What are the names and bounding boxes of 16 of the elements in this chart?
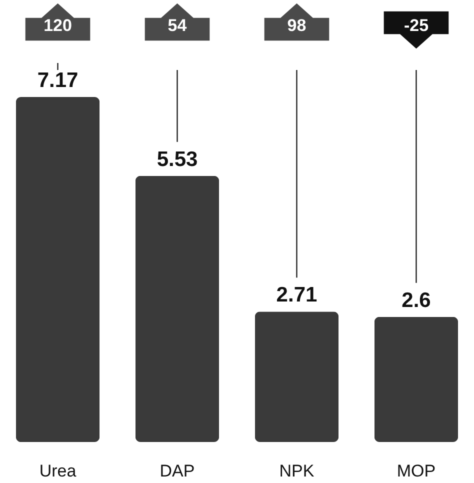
data-label: 2.71: [276, 284, 318, 307]
data-label: 5.53: [156, 148, 198, 171]
bar: [135, 176, 220, 442]
text: -25: [404, 16, 429, 35]
text: 54: [168, 16, 188, 35]
bar: [374, 316, 458, 442]
x-tick-label: MOP: [396, 462, 436, 480]
data-label: 2.6: [402, 288, 431, 312]
bar: [16, 97, 100, 442]
text: 98: [287, 16, 306, 35]
x-tick-label: NPK: [279, 462, 315, 480]
data-label: 7.17: [37, 69, 78, 92]
bar: [254, 312, 339, 442]
x-tick-label: DAP: [160, 462, 195, 480]
text: 120: [44, 16, 72, 35]
x-tick-label: Urea: [39, 462, 77, 480]
